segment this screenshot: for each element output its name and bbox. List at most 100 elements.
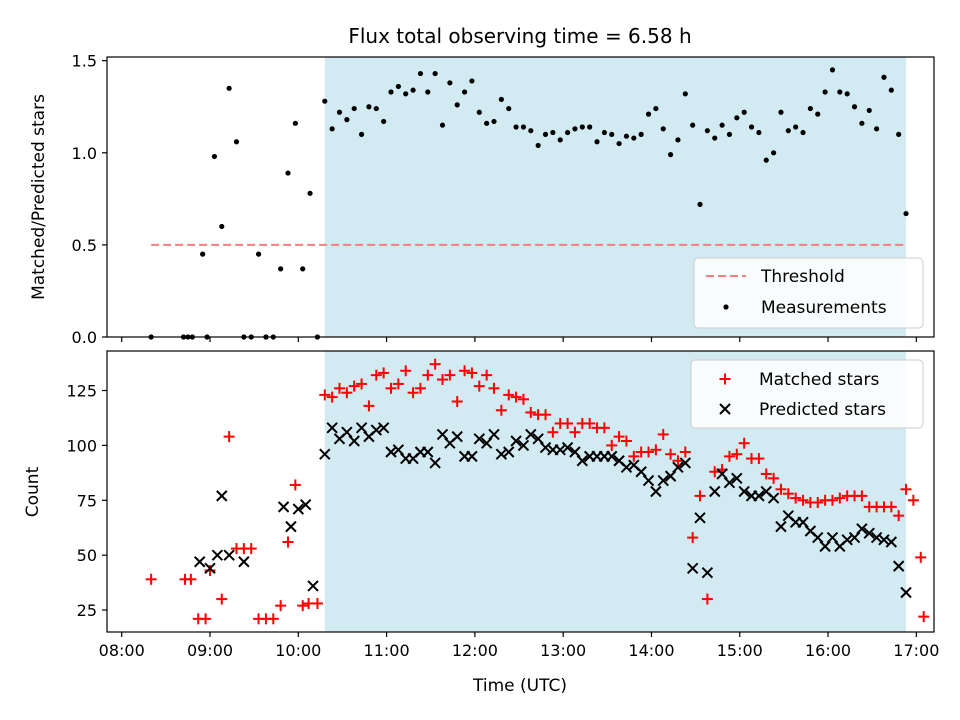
measurement-point xyxy=(866,107,872,114)
measurement-point xyxy=(403,91,409,97)
matched-star-point xyxy=(694,490,706,502)
measurement-point xyxy=(498,96,504,102)
measurement-point xyxy=(616,140,622,147)
predicted-star-point xyxy=(569,446,581,458)
ratio-panel: 0.0 0.5 1.0 1.5 Matched/Predicted stars Thr… xyxy=(29,52,935,347)
measurement-point xyxy=(631,135,637,141)
measurement-point xyxy=(200,251,206,257)
count-x-tick-label: 13:00 xyxy=(540,641,586,660)
legend-matched-label: Matched stars xyxy=(759,370,879,390)
matched-star-point xyxy=(613,431,625,443)
predicted-star-point xyxy=(348,435,360,447)
count-plot-frame xyxy=(106,350,935,633)
measurement-point xyxy=(667,152,674,158)
measurement-point xyxy=(579,124,585,130)
matched-star-point xyxy=(782,488,794,500)
measurement-point xyxy=(785,128,791,134)
measurement-point xyxy=(601,129,607,136)
measurement-point xyxy=(623,133,630,139)
count-panel: 08:00 09:00 10:00 11:00 12:00 13:00 14:00 15:00… xyxy=(23,350,939,696)
predicted-star-point xyxy=(436,428,449,441)
ratio-y-tick-label: 1.0 xyxy=(72,144,97,163)
measurement-point xyxy=(726,131,733,137)
measurement-point xyxy=(837,89,843,95)
measurement-point xyxy=(226,85,232,91)
matched-star-point xyxy=(466,367,478,379)
measurement-point xyxy=(822,89,828,95)
matched-star-point xyxy=(400,365,412,377)
matched-star-point xyxy=(473,380,485,392)
measurement-point xyxy=(903,210,909,217)
measurement-point xyxy=(719,122,725,128)
measurement-point xyxy=(358,131,365,137)
predicted-star-point xyxy=(900,586,912,599)
count-x-tick-label: 17:00 xyxy=(893,641,939,660)
matched-star-point xyxy=(495,404,507,416)
matched-star-point xyxy=(481,369,493,381)
measurement-point xyxy=(425,89,431,95)
measurement-point xyxy=(461,89,468,95)
predicted-star-point xyxy=(223,549,235,561)
measurement-point xyxy=(851,104,858,110)
matched-star-point xyxy=(643,446,655,458)
count-x-tick-label: 11:00 xyxy=(364,641,410,660)
predicted-star-point xyxy=(211,549,224,561)
matched-stars-series xyxy=(145,358,930,625)
legend-predicted-label: Predicted stars xyxy=(759,400,886,420)
ratio-y-tick-label: 1.5 xyxy=(72,52,97,71)
measurement-point xyxy=(638,131,644,137)
predicted-star-point xyxy=(510,435,522,447)
measurement-point xyxy=(469,78,475,84)
predicted-star-point xyxy=(341,426,353,438)
matched-star-point xyxy=(723,450,735,462)
measurement-point xyxy=(233,139,240,145)
measurement-point xyxy=(594,139,600,145)
measurement-point xyxy=(557,137,563,143)
measurement-point xyxy=(704,128,710,134)
measurement-point xyxy=(432,70,438,77)
matched-star-point xyxy=(444,369,456,381)
predicted-star-point xyxy=(620,461,633,474)
measurement-point xyxy=(874,126,880,132)
measurement-point xyxy=(609,131,615,137)
matched-star-point xyxy=(363,400,375,412)
measurement-point xyxy=(491,118,497,125)
matched-star-point xyxy=(407,387,419,399)
predicted-star-point xyxy=(466,450,478,463)
matched-star-point xyxy=(768,472,780,484)
measurement-point xyxy=(285,170,291,176)
measurement-point xyxy=(756,129,762,136)
matched-star-point xyxy=(216,593,228,605)
measurement-point xyxy=(829,67,836,73)
measurement-point xyxy=(219,223,225,230)
matched-star-point xyxy=(517,393,529,405)
measurement-point xyxy=(292,120,298,126)
measurement-point xyxy=(484,120,490,126)
predicted-star-point xyxy=(767,492,780,504)
measurement-point xyxy=(454,102,460,108)
count-y-tick-label: 50 xyxy=(77,546,97,565)
matched-star-point xyxy=(289,479,301,491)
measurement-point xyxy=(778,109,784,115)
predicted-star-point xyxy=(277,501,290,513)
matched-star-point xyxy=(334,382,346,394)
matched-star-point xyxy=(540,409,552,421)
ratio-y-axis: 0.0 0.5 1.0 1.5 xyxy=(72,52,107,347)
measurement-point xyxy=(771,150,777,156)
predicted-star-point xyxy=(606,450,618,463)
matched-star-point xyxy=(709,466,721,478)
legend-measurements-swatch xyxy=(723,304,729,310)
matched-star-point xyxy=(451,395,463,407)
count-legend: Matched stars Predicted stars xyxy=(690,359,924,429)
measurements-series xyxy=(148,67,909,340)
matched-star-point xyxy=(341,387,353,399)
matched-star-point xyxy=(503,389,515,401)
predicted-star-point xyxy=(709,485,721,498)
predicted-star-point xyxy=(701,567,714,579)
matched-star-point xyxy=(812,496,824,508)
count-x-tick-label: 12:00 xyxy=(452,641,498,660)
matched-star-point xyxy=(797,494,809,506)
measurement-point xyxy=(344,117,350,123)
matched-star-point xyxy=(378,367,390,379)
matched-star-point xyxy=(204,565,216,577)
